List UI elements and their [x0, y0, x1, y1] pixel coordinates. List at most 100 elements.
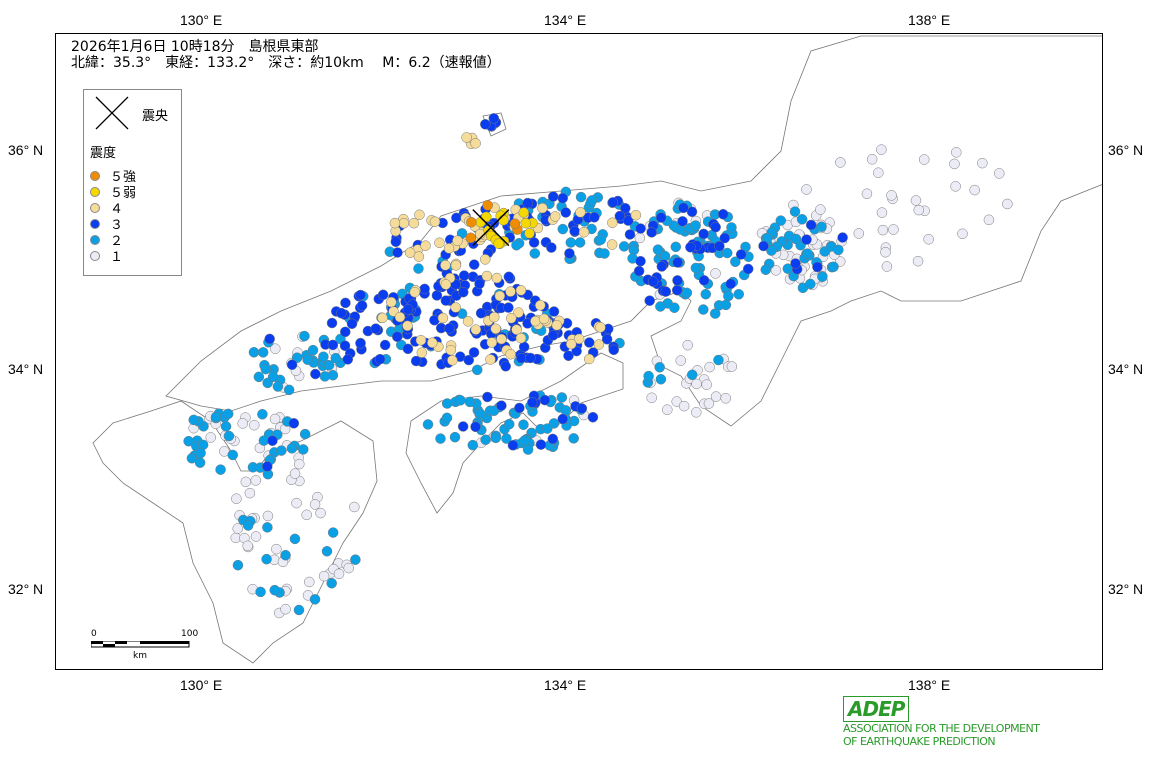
- intensity-3-point: [440, 295, 452, 306]
- intensity-3-point: [444, 323, 455, 334]
- intensity-3-point: [655, 212, 667, 223]
- intensity-2-point: [326, 577, 337, 589]
- intensity-3-point: [647, 276, 659, 287]
- intensity-2-point: [194, 457, 206, 468]
- scale-end: 100: [181, 629, 199, 639]
- intensity-4-point: [515, 332, 527, 344]
- intensity-3-point: [410, 355, 422, 367]
- lat-label-right-32: 32° N: [1108, 581, 1144, 597]
- intensity-2-point: [449, 431, 461, 443]
- intensity-2-point: [568, 433, 579, 444]
- intensity-3-point: [576, 403, 588, 414]
- intensity-3-point: [356, 300, 368, 311]
- intensity-2-point: [796, 214, 808, 225]
- intensity-3-point: [346, 318, 358, 330]
- intensity-4-point: [377, 312, 388, 324]
- intensity-1-point: [232, 523, 243, 534]
- intensity-3-point: [557, 413, 569, 425]
- intensity-4-point: [583, 353, 595, 365]
- intensity-2-point: [775, 215, 787, 226]
- intensity-3-point: [379, 339, 391, 351]
- intensity-2-point: [586, 195, 598, 206]
- intensity-2-point: [260, 363, 272, 375]
- intensity-2-point: [272, 381, 284, 392]
- intensity-3-point: [677, 216, 688, 227]
- intensity-1-point: [242, 540, 253, 552]
- lon-label-top-138: 138° E: [908, 12, 951, 28]
- lon-label-bottom-138: 138° E: [908, 677, 951, 693]
- legend-epicenter-label: 震央: [142, 109, 169, 124]
- intensity-1-point: [701, 379, 712, 390]
- intensity-4-point: [420, 240, 431, 251]
- intensity-3-point: [516, 352, 527, 364]
- intensity-4-point: [461, 132, 472, 143]
- intensity-1-point: [720, 393, 732, 404]
- intensity-1-point: [675, 355, 687, 366]
- intensity-3-point: [548, 306, 560, 317]
- intensity-4-point: [593, 339, 605, 350]
- intensity-4-point: [595, 322, 606, 333]
- intensity-3-point: [488, 113, 500, 124]
- intensity-3-point: [391, 331, 403, 342]
- intensity-3-point: [326, 317, 338, 329]
- intensity-4-point: [415, 335, 427, 346]
- intensity-5plus-point: [482, 200, 493, 211]
- intensity-1-point: [888, 224, 899, 235]
- intensity-2-point: [286, 443, 298, 454]
- intensity-3-point: [801, 234, 812, 245]
- intensity-3-point: [355, 338, 366, 349]
- intensity-1-point: [983, 214, 995, 226]
- intensity-1-point: [881, 261, 893, 272]
- lat-label-left-36: 36° N: [8, 142, 44, 158]
- intensity-2-point: [720, 299, 732, 311]
- intensity-2-point: [789, 206, 801, 217]
- intensity-3-point: [327, 339, 339, 351]
- intensity-3-point: [419, 283, 430, 295]
- intensity-3-point: [339, 340, 351, 351]
- intensity-2-point: [302, 354, 313, 365]
- intensity-2-point: [490, 432, 502, 444]
- intensity-3-point: [451, 212, 462, 224]
- intensity-1-point: [704, 361, 715, 373]
- intensity-3-point: [539, 394, 551, 406]
- intensity-3-point: [340, 326, 351, 338]
- intensity-3-point: [527, 397, 538, 408]
- intensity-1-point: [343, 562, 354, 574]
- intensity-3-point: [805, 219, 817, 231]
- intensity-3-point: [714, 240, 725, 252]
- intensity-2-point: [261, 553, 272, 565]
- intensity-2-point: [297, 444, 309, 455]
- intensity-4-point: [551, 320, 563, 331]
- intensity-5minus-point: [481, 211, 492, 223]
- intensity-3-point: [503, 302, 514, 313]
- intensity-1-point: [309, 499, 321, 510]
- intensity-2-point: [652, 244, 664, 255]
- intensity-2-point: [248, 347, 260, 358]
- legend-item: １: [90, 246, 123, 265]
- intensity-3-point: [837, 232, 848, 243]
- intensity-3-point: [614, 210, 626, 222]
- intensity-1-point: [349, 501, 360, 513]
- intensity-3-point: [601, 334, 613, 345]
- intensity-2-point: [262, 522, 273, 533]
- intensity-2-point: [828, 261, 839, 273]
- epicenter-cross-icon: [95, 96, 129, 130]
- intensity-2-point: [188, 414, 199, 426]
- lon-label-top-130: 130° E: [180, 12, 223, 28]
- intensity-map: [92, 35, 1102, 664]
- intensity-1-point: [835, 157, 846, 168]
- intensity-3-point: [370, 323, 382, 334]
- intensity-4-point: [434, 237, 445, 249]
- intensity-2-point: [413, 263, 424, 274]
- intensity-3-point: [342, 354, 354, 365]
- intensity-5minus-point: [524, 228, 535, 239]
- intensity-4-point: [578, 227, 590, 238]
- intensity-2-point: [307, 344, 319, 356]
- intensity-3-point: [267, 435, 278, 446]
- intensity-2-point: [690, 262, 702, 274]
- intensity-3-point: [608, 344, 620, 356]
- intensity-2-point: [817, 271, 828, 282]
- intensity-3-point: [584, 337, 595, 348]
- intensity-3-point: [672, 275, 683, 286]
- intensity-4-point: [445, 344, 457, 356]
